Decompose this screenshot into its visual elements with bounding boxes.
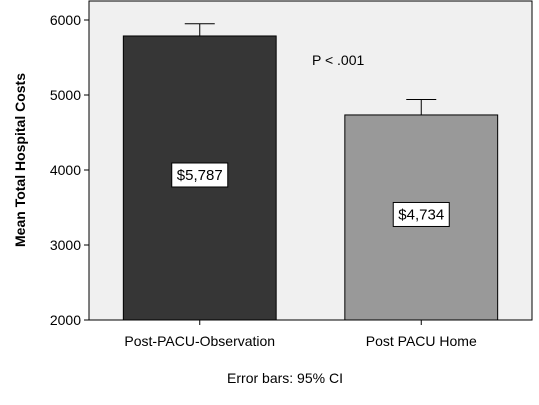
data-label-box: [392, 201, 450, 227]
error-bar-footnote: Error bars: 95% CI: [227, 370, 343, 386]
y-tick-label: 2000: [50, 312, 81, 328]
data-label: $4,734: [398, 206, 444, 223]
x-tick-label: Post-PACU-Observation: [124, 333, 275, 349]
y-tick-label: 6000: [50, 12, 81, 28]
y-tick-label: 5000: [50, 87, 81, 103]
significance-annotation: P < .001: [312, 52, 365, 68]
data-label-box: [171, 162, 229, 188]
y-axis-title: Mean Total Hospital Costs: [12, 73, 28, 247]
x-tick-label: Post PACU Home: [366, 333, 477, 349]
y-tick-label: 3000: [50, 237, 81, 253]
data-label: $5,787: [177, 167, 223, 184]
y-tick-label: 4000: [50, 162, 81, 178]
